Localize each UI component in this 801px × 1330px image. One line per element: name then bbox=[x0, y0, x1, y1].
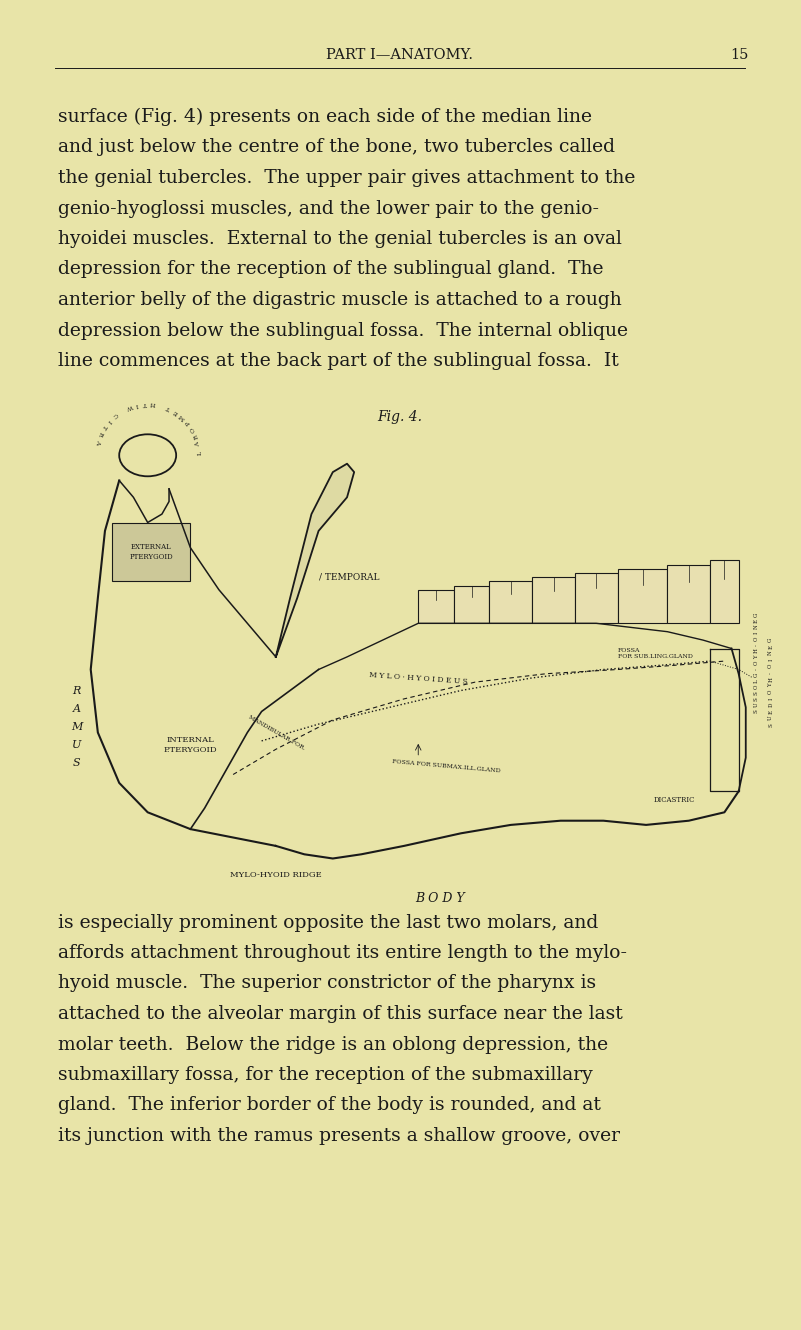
Text: N: N bbox=[768, 650, 773, 656]
Text: PART I—ANATOMY.: PART I—ANATOMY. bbox=[327, 48, 473, 63]
Text: S: S bbox=[73, 758, 80, 767]
Text: O: O bbox=[768, 690, 773, 694]
Text: T: T bbox=[101, 424, 107, 430]
Text: T: T bbox=[143, 400, 147, 406]
Text: FOSSA
FOR SUB.LING.GLAND: FOSSA FOR SUB.LING.GLAND bbox=[618, 649, 693, 660]
Text: I: I bbox=[754, 632, 759, 634]
Text: O: O bbox=[754, 685, 759, 689]
Text: R: R bbox=[193, 434, 199, 440]
Text: L: L bbox=[754, 680, 759, 682]
Text: O: O bbox=[754, 637, 759, 641]
Text: H: H bbox=[754, 649, 759, 653]
Text: MYLO-HYOID RIDGE: MYLO-HYOID RIDGE bbox=[230, 871, 322, 879]
Text: Y: Y bbox=[754, 656, 759, 658]
Bar bbox=[112, 523, 191, 581]
Text: hyoidei muscles.  External to the genial tubercles is an oval: hyoidei muscles. External to the genial … bbox=[58, 230, 622, 247]
Text: E: E bbox=[754, 618, 759, 622]
Text: is especially prominent opposite the last two molars, and: is especially prominent opposite the las… bbox=[58, 914, 598, 931]
Text: C: C bbox=[111, 411, 119, 419]
Text: depression for the reception of the sublingual gland.  The: depression for the reception of the subl… bbox=[58, 261, 603, 278]
Text: 15: 15 bbox=[730, 48, 748, 63]
Text: O: O bbox=[754, 661, 759, 665]
Bar bbox=[454, 585, 489, 624]
Bar bbox=[575, 573, 618, 624]
Text: surface (Fig. 4) presents on each side of the median line: surface (Fig. 4) presents on each side o… bbox=[58, 108, 592, 126]
Text: G: G bbox=[754, 673, 759, 677]
Bar bbox=[489, 581, 532, 624]
Text: S: S bbox=[754, 692, 759, 694]
Text: I: I bbox=[768, 697, 773, 700]
Text: FOSSA FOR SUBMAX.ILL.GLAND: FOSSA FOR SUBMAX.ILL.GLAND bbox=[392, 759, 501, 773]
Text: molar teeth.  Below the ridge is an oblong depression, the: molar teeth. Below the ridge is an oblon… bbox=[58, 1036, 608, 1053]
Polygon shape bbox=[276, 464, 354, 657]
Text: S: S bbox=[754, 709, 759, 713]
Text: R: R bbox=[72, 685, 81, 696]
Text: Fig. 4.: Fig. 4. bbox=[377, 411, 422, 424]
Text: Y: Y bbox=[768, 684, 773, 688]
Text: W: W bbox=[125, 403, 133, 410]
Text: attached to the alveolar margin of this surface near the last: attached to the alveolar margin of this … bbox=[58, 1005, 622, 1023]
Text: and just below the centre of the bone, two tubercles called: and just below the centre of the bone, t… bbox=[58, 138, 615, 157]
Text: I: I bbox=[135, 402, 139, 407]
Text: R: R bbox=[97, 431, 103, 438]
Text: A: A bbox=[72, 704, 80, 713]
Text: genio-hyoglossi muscles, and the lower pair to the genio-: genio-hyoglossi muscles, and the lower p… bbox=[58, 200, 599, 218]
Bar bbox=[710, 560, 739, 624]
Text: hyoid muscle.  The superior constrictor of the pharynx is: hyoid muscle. The superior constrictor o… bbox=[58, 975, 596, 992]
Text: B O D Y: B O D Y bbox=[415, 892, 465, 906]
Text: G: G bbox=[754, 613, 759, 617]
Bar bbox=[418, 589, 454, 624]
Text: -: - bbox=[754, 668, 759, 670]
Text: E: E bbox=[768, 645, 773, 649]
Text: N: N bbox=[754, 625, 759, 629]
Text: M Y L O · H Y O I D E U S: M Y L O · H Y O I D E U S bbox=[368, 672, 468, 686]
Text: U: U bbox=[72, 739, 81, 750]
Text: E: E bbox=[768, 709, 773, 714]
Text: P: P bbox=[185, 419, 191, 426]
Text: D: D bbox=[768, 702, 773, 708]
Text: A: A bbox=[95, 439, 100, 444]
Text: G: G bbox=[768, 638, 773, 642]
Bar bbox=[618, 569, 667, 624]
Text: L: L bbox=[197, 451, 202, 455]
Text: O: O bbox=[189, 426, 196, 432]
Text: E: E bbox=[173, 408, 179, 415]
Text: I: I bbox=[768, 658, 773, 661]
Text: M: M bbox=[70, 721, 83, 732]
Text: submaxillary fossa, for the reception of the submaxillary: submaxillary fossa, for the reception of… bbox=[58, 1067, 593, 1084]
Text: S: S bbox=[768, 722, 773, 726]
Text: H: H bbox=[150, 400, 156, 407]
Text: U: U bbox=[754, 702, 759, 708]
Text: INTERNAL
P.TERYGOID: INTERNAL P.TERYGOID bbox=[163, 737, 217, 754]
Text: depression below the sublingual fossa.  The internal oblique: depression below the sublingual fossa. T… bbox=[58, 322, 628, 339]
Text: M: M bbox=[179, 412, 187, 420]
Text: EXTERNAL
PTERYGOID: EXTERNAL PTERYGOID bbox=[130, 543, 173, 561]
Ellipse shape bbox=[119, 435, 176, 476]
Text: O: O bbox=[768, 664, 773, 668]
Text: MANDIBULAR FOR.: MANDIBULAR FOR. bbox=[248, 714, 306, 751]
Text: A: A bbox=[195, 442, 202, 447]
Text: the genial tubercles.  The upper pair gives attachment to the: the genial tubercles. The upper pair giv… bbox=[58, 169, 635, 188]
Text: affords attachment throughout its entire length to the mylo-: affords attachment throughout its entire… bbox=[58, 944, 627, 962]
Bar bbox=[532, 577, 575, 624]
Text: U: U bbox=[768, 716, 773, 721]
Bar bbox=[667, 564, 710, 624]
Text: H: H bbox=[768, 677, 773, 681]
Text: S: S bbox=[754, 697, 759, 701]
Text: its junction with the ramus presents a shallow groove, over: its junction with the ramus presents a s… bbox=[58, 1127, 620, 1145]
Text: anterior belly of the digastric muscle is attached to a rough: anterior belly of the digastric muscle i… bbox=[58, 291, 622, 309]
Text: I: I bbox=[107, 418, 111, 423]
Text: / TEMPORAL: / TEMPORAL bbox=[319, 573, 379, 581]
Text: -: - bbox=[754, 644, 759, 646]
Text: T: T bbox=[166, 404, 171, 411]
Text: gland.  The inferior border of the body is rounded, and at: gland. The inferior border of the body i… bbox=[58, 1096, 601, 1115]
Text: -: - bbox=[768, 672, 773, 673]
Text: line commences at the back part of the sublingual fossa.  It: line commences at the back part of the s… bbox=[58, 352, 618, 370]
Text: DICASTRIC: DICASTRIC bbox=[654, 795, 695, 803]
